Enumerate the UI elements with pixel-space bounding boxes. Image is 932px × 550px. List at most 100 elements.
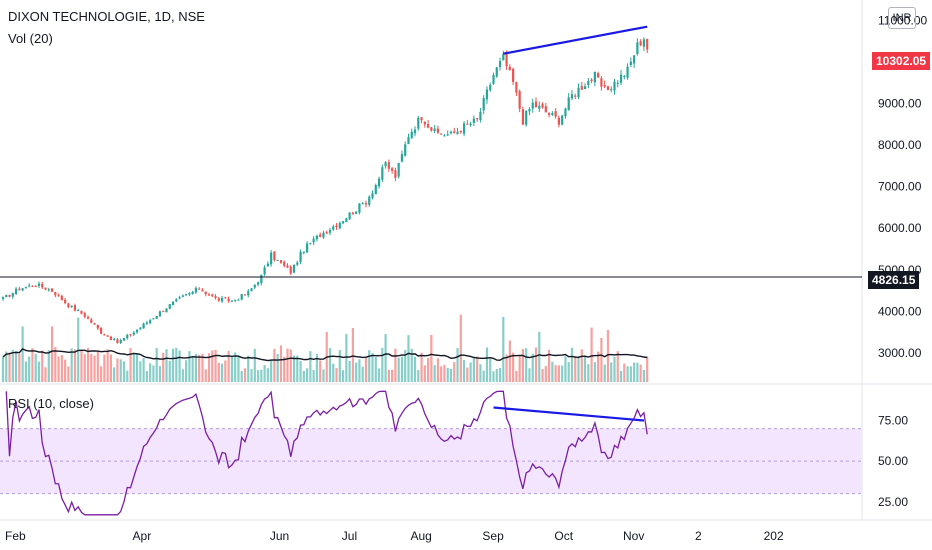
candle-body [149, 320, 152, 324]
volume-bar [67, 366, 70, 382]
volume-bar [165, 349, 168, 382]
candle-body [377, 178, 381, 187]
volume-bar [60, 355, 63, 382]
candle-body [165, 308, 168, 313]
volume-bar [600, 337, 603, 382]
candle-body [508, 66, 511, 71]
volume-bar [106, 349, 109, 382]
volume-bar [577, 356, 580, 382]
candle-body [113, 338, 116, 340]
volume-bar [397, 357, 400, 382]
time-tick-label: Oct [554, 529, 573, 543]
volume-bar [34, 353, 37, 382]
volume-bar [384, 334, 387, 382]
candle-body [633, 55, 636, 64]
volume-bar [224, 360, 227, 382]
candle-body [525, 110, 528, 125]
candle-body [391, 168, 394, 171]
volume-bar [135, 353, 139, 382]
symbol-legend[interactable]: DIXON TECHNOLOGIE, 1D, NSE [8, 9, 205, 24]
candle-body [70, 305, 73, 308]
volume-bar [273, 348, 276, 382]
candle-body [253, 284, 256, 288]
candle-body [270, 252, 273, 265]
rsi-legend[interactable]: RSI (10, close) [8, 396, 94, 411]
volume-bar [309, 351, 312, 382]
currency-badge[interactable]: INR [888, 7, 916, 29]
candle-body [564, 108, 567, 117]
candle-body [593, 71, 596, 83]
volume-bar [505, 354, 508, 382]
candle-body [341, 221, 345, 224]
volume-bar [590, 327, 593, 382]
candle-body [459, 130, 462, 133]
candle-body [243, 294, 247, 296]
candle-body [198, 288, 201, 290]
volume-bar [472, 357, 475, 382]
volume-legend[interactable]: Vol (20) [8, 31, 53, 46]
candle-body [309, 243, 312, 245]
candle-body [116, 339, 119, 343]
volume-bar [636, 362, 639, 382]
candle-body [495, 67, 498, 77]
candle-body [358, 203, 361, 213]
volume-bar [355, 362, 358, 382]
time-tick-label: Sep [482, 529, 504, 543]
volume-bar [381, 347, 384, 382]
candle-body [100, 328, 103, 334]
volume-bar [541, 369, 544, 382]
candle-body [502, 54, 505, 61]
volume-bar [498, 368, 502, 382]
candle-body [44, 287, 47, 290]
volume-bar [103, 354, 106, 382]
volume-bar [485, 347, 489, 382]
candle-body [224, 297, 227, 299]
candle-body [407, 137, 410, 145]
candle-body [443, 135, 446, 137]
candle-body [31, 285, 34, 287]
candle-body [273, 251, 276, 261]
volume-bar [610, 362, 613, 382]
candle-body [512, 68, 515, 82]
volume-bar [528, 368, 531, 382]
volume-bar [28, 356, 31, 382]
candle-body [580, 86, 583, 90]
candle-body [554, 111, 557, 117]
candle-body [90, 319, 93, 323]
candle-body [230, 300, 233, 302]
candle-body [67, 303, 70, 308]
candle-body [77, 309, 80, 311]
volume-bar [633, 362, 636, 382]
last-price-tag: 10302.05 [872, 52, 931, 70]
volume-bar [479, 364, 482, 382]
volume-bar [371, 353, 374, 382]
candle-body [28, 285, 31, 287]
candle-body [557, 117, 560, 125]
candle-body [541, 104, 544, 108]
candle-body [1, 297, 5, 299]
candle-body [374, 185, 377, 195]
candle-body [276, 259, 279, 261]
volume-bar [263, 365, 266, 382]
candle-body [400, 154, 404, 162]
volume-bar [456, 348, 459, 382]
volume-bar [462, 360, 466, 382]
volume-bar [345, 333, 348, 382]
candle-body [485, 89, 489, 100]
candle-body [348, 212, 351, 220]
candle-body [217, 298, 220, 301]
volume-ma-line [2, 348, 648, 362]
volume-bar [508, 340, 511, 382]
candle-body [47, 289, 50, 291]
candle-body [315, 235, 319, 240]
volume-bar [387, 369, 390, 382]
volume-bar [364, 357, 368, 382]
candle-body [449, 131, 453, 134]
candle-body [220, 297, 224, 302]
candle-body [152, 318, 155, 320]
candle-body [469, 123, 472, 126]
volume-bar [629, 366, 632, 382]
volume-bar [502, 316, 505, 382]
volume-bar [217, 362, 220, 382]
volume-bar [1, 356, 5, 382]
